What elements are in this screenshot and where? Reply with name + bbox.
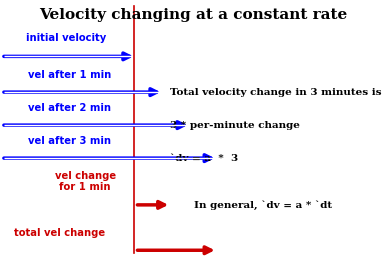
- Text: vel change
for 1 min: vel change for 1 min: [55, 171, 116, 192]
- Text: Total velocity change in 3 minutes is: Total velocity change in 3 minutes is: [170, 88, 382, 97]
- Text: vel after 3 min: vel after 3 min: [28, 136, 111, 146]
- Text: vel after 2 min: vel after 2 min: [28, 103, 111, 113]
- Text: `dv = a  *  3: `dv = a * 3: [170, 154, 238, 163]
- Text: Velocity changing at a constant rate: Velocity changing at a constant rate: [39, 8, 348, 22]
- Text: 3 * per-minute change: 3 * per-minute change: [170, 121, 300, 130]
- Text: total vel change: total vel change: [14, 228, 106, 238]
- Text: initial velocity: initial velocity: [26, 33, 106, 43]
- Text: In general, `dv = a * `dt: In general, `dv = a * `dt: [194, 200, 332, 210]
- Text: vel after 1 min: vel after 1 min: [28, 70, 111, 80]
